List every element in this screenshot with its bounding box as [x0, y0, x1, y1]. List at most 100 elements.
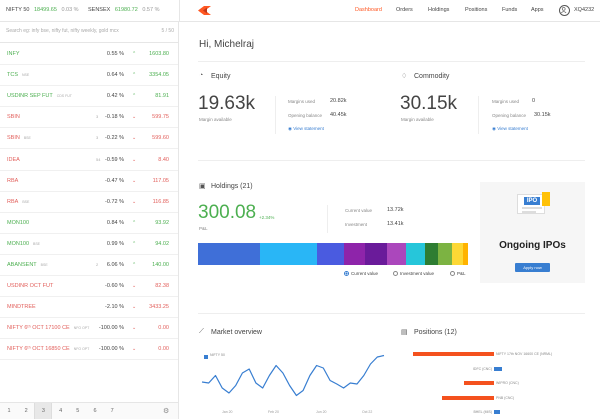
- last-price: 1603.80: [149, 51, 169, 57]
- positions-title: Positions (12): [414, 329, 457, 336]
- instrument-name: INFY: [7, 51, 20, 57]
- radio-icon: [450, 271, 455, 276]
- avatar[interactable]: [559, 5, 570, 16]
- watchlist-item[interactable]: MINDTREE -2.10 % ⌄ 3433.25: [0, 297, 178, 319]
- holding-segment[interactable]: [424, 243, 439, 265]
- position-label: PNB (CNC): [496, 395, 515, 400]
- holding-segment[interactable]: [316, 243, 344, 265]
- chevron-down-icon: ⌄: [132, 177, 137, 184]
- user-id[interactable]: XQ4232: [574, 7, 595, 13]
- ipo-doc-line: [522, 211, 536, 213]
- chevron-up-icon: ⌃: [132, 72, 137, 79]
- search-input[interactable]: Search eg: infy bse, nifty fut, nifty we…: [6, 28, 119, 34]
- instrument-name: MON100: [7, 219, 30, 226]
- holdings-title: Holdings (21): [211, 183, 253, 190]
- instrument-name: NIFTY 6ᵗʰ OCT 16850 CE NFO OPT: [7, 346, 90, 353]
- index-sensex[interactable]: SENSEX 61980.72 0.57 %: [88, 7, 159, 13]
- index-nifty[interactable]: NIFTY 50 18499.65 0.03 %: [6, 7, 79, 13]
- nav-funds[interactable]: Funds: [502, 7, 518, 13]
- commodity-view-statement[interactable]: ◉ View statement: [492, 126, 528, 131]
- ipo-banner[interactable]: IPO Ongoing IPOs Apply now: [480, 182, 585, 283]
- change-percent: -0.60 %: [105, 283, 124, 290]
- kite-logo-icon[interactable]: [198, 6, 211, 15]
- gear-icon[interactable]: ⚙: [163, 408, 170, 415]
- holding-segment[interactable]: [343, 243, 366, 265]
- watchlist-item[interactable]: SBIN BSE 3 -0.22 % ⌄ 599.60: [0, 128, 178, 150]
- instrument-name: SBIN: [7, 114, 20, 121]
- position-bar[interactable]: [413, 352, 494, 356]
- instrument-name: USDINR SEP FUT CDS FUT: [7, 93, 72, 100]
- equity-view-statement[interactable]: ◉ View statement: [288, 126, 324, 131]
- watchlist-item[interactable]: MON100 0.84 % ⌃ 93.92: [0, 213, 178, 234]
- last-price: 0.00: [158, 325, 169, 332]
- last-price: 93.92: [155, 219, 169, 226]
- position-bar[interactable]: [494, 410, 500, 414]
- last-price: 81.91: [155, 93, 169, 100]
- page-tab-4[interactable]: 4: [59, 408, 63, 414]
- index-change: 0.57 %: [142, 7, 160, 13]
- divider: [198, 313, 585, 314]
- exchange-tag: NFO OPT: [73, 347, 90, 352]
- legend-swatch: [204, 355, 208, 359]
- holding-segment[interactable]: [365, 243, 387, 265]
- index-value: 61980.72: [114, 7, 138, 13]
- watchlist-item[interactable]: RBA BSE -0.72 % ⌄ 116.85: [0, 192, 178, 213]
- holding-segment[interactable]: [386, 243, 406, 265]
- equity-margins-used: 20.82k: [330, 98, 347, 104]
- nav-positions[interactable]: Positions: [465, 7, 488, 13]
- position-bar[interactable]: [463, 381, 494, 385]
- page-tab-1[interactable]: 1: [7, 408, 11, 414]
- commodity-margin-available: 30.15k: [400, 93, 458, 114]
- nav-dashboard[interactable]: Dashboard: [355, 7, 382, 13]
- watchlist-item[interactable]: INFY 0.55 % ⌃ 1603.80: [0, 44, 178, 65]
- instrument-name: TCS NSE: [7, 72, 30, 79]
- toggle-pnl[interactable]: P&L: [450, 271, 466, 276]
- holding-segment[interactable]: [260, 243, 317, 265]
- toggle-label: Investment value: [400, 271, 435, 276]
- holding-segment[interactable]: [405, 243, 425, 265]
- watchlist-item[interactable]: TCS NSE 0.64 % ⌃ 3354.05: [0, 65, 178, 87]
- page-tab-7[interactable]: 7: [110, 408, 114, 414]
- holding-segment[interactable]: [462, 243, 468, 265]
- page-tab-6[interactable]: 6: [93, 408, 97, 414]
- holding-qty: 2: [96, 262, 99, 267]
- watchlist-item[interactable]: RBA -0.47 % ⌄ 117.05: [0, 171, 178, 192]
- commodity-margin-label: Margin available: [401, 117, 434, 122]
- holding-segment[interactable]: [451, 243, 463, 265]
- watchlist-item[interactable]: USDINR SEP FUT CDS FUT 0.42 % ⌃ 81.91: [0, 86, 178, 108]
- page-tab-3[interactable]: 3: [34, 403, 53, 419]
- market-chart[interactable]: Jan 20 Feb 20 Jun 20 Oct 22: [198, 345, 388, 419]
- holdings-pnl-label: P&L: [199, 226, 208, 231]
- holdings-bar[interactable]: [198, 243, 468, 265]
- toggle-current-value[interactable]: Current value: [344, 271, 378, 276]
- holding-segment[interactable]: [198, 243, 261, 265]
- equity-opening-label: Opening balance: [288, 113, 323, 118]
- last-price: 599.75: [152, 114, 169, 121]
- position-bar[interactable]: [441, 395, 494, 400]
- watchlist-item[interactable]: SBIN 3 -0.18 % ⌄ 599.75: [0, 107, 178, 129]
- clock-icon: ◔: [199, 72, 204, 79]
- watchlist-item[interactable]: NIFTY 6ᵗʰ OCT 16850 CE NFO OPT -100.00 % ⌄ 0…: [0, 339, 178, 361]
- document-icon: ▤: [401, 329, 408, 336]
- watchlist-item[interactable]: NIFTY 6ᵗʰ OCT 17100 CE NFO OPT -100.00 % ⌄ 0…: [0, 318, 178, 340]
- investment: 13.41k: [387, 221, 404, 227]
- index-value: 18499.65: [33, 7, 57, 13]
- watchlist-item[interactable]: IDEA 54 -0.59 % ⌄ 8.40: [0, 150, 178, 171]
- last-price: 140.00: [152, 262, 169, 268]
- holding-segment[interactable]: [438, 243, 452, 265]
- chevron-down-icon: ⌄: [132, 304, 137, 311]
- page-tab-2[interactable]: 2: [24, 408, 28, 414]
- watchlist-item[interactable]: USDINR OCT FUT -0.60 % ⌄ 82.38: [0, 276, 178, 298]
- divider: [0, 42, 178, 43]
- position-bar[interactable]: [494, 366, 502, 371]
- toggle-investment-value[interactable]: Investment value: [393, 271, 434, 276]
- watchlist-item[interactable]: MON100 BSE 0.99 % ⌃ 94.02: [0, 234, 178, 255]
- page-tab-5[interactable]: 5: [76, 408, 80, 414]
- nav-apps[interactable]: Apps: [531, 7, 544, 13]
- ipo-apply-button[interactable]: Apply now: [515, 263, 550, 272]
- nav-holdings[interactable]: Holdings: [428, 7, 450, 13]
- nav-orders[interactable]: Orders: [396, 7, 413, 13]
- watchlist-search[interactable]: Search eg: infy bse, nifty fut, nifty we…: [6, 28, 174, 38]
- chevron-down-icon: ⌄: [132, 198, 137, 205]
- watchlist-item[interactable]: ABANSENT BSE 2 6.06 % ⌃ 140.00: [0, 255, 178, 276]
